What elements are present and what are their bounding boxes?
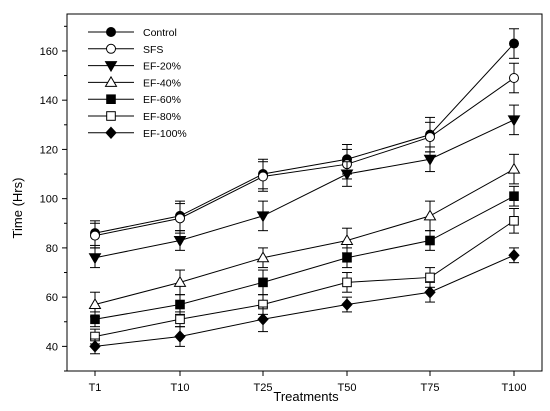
data-point (424, 285, 436, 299)
data-point (507, 162, 521, 174)
legend-label: EF-20% (143, 61, 181, 73)
legend-item: EF-60% (88, 94, 181, 106)
series-ef-20 (88, 104, 521, 269)
series-line (94, 254, 515, 347)
data-point (258, 277, 268, 288)
data-point (341, 298, 353, 311)
data-point (89, 340, 101, 353)
data-point (425, 132, 435, 143)
legend-item: EF-20% (88, 61, 181, 73)
data-point (342, 277, 352, 288)
data-point (340, 169, 354, 181)
x-tick-label: T25 (254, 382, 273, 394)
series-sfs (90, 62, 519, 249)
legend-label: EF-40% (143, 77, 181, 89)
y-tick-label: 120 (40, 144, 58, 156)
legend-marker (104, 61, 118, 73)
x-tick-label: T75 (421, 382, 440, 394)
y-tick-label: 60 (46, 292, 58, 304)
data-point (425, 272, 435, 283)
y-axis-label: Time (Hrs) (10, 178, 25, 239)
legend-marker (106, 27, 116, 37)
data-point (423, 209, 437, 221)
x-tick-label: T10 (171, 382, 190, 394)
data-point (90, 314, 100, 325)
data-point (256, 251, 270, 263)
data-point (174, 330, 186, 343)
series-layer (88, 28, 521, 355)
series-ef-60 (90, 185, 519, 328)
series-ef-100 (89, 247, 520, 355)
x-tick-label: T1 (89, 382, 102, 394)
legend-label: Control (143, 27, 177, 39)
data-point (175, 314, 185, 325)
data-point (507, 115, 521, 127)
plot-frame (66, 13, 543, 372)
data-point (508, 249, 520, 262)
y-tick-label: 80 (46, 243, 58, 255)
legend-label: EF-100% (143, 128, 187, 140)
y-tick-label: 160 (40, 46, 58, 58)
legend-item: EF-80% (88, 111, 181, 123)
series-line (94, 168, 515, 306)
legend-item: EF-40% (88, 75, 181, 89)
legend-marker (106, 94, 116, 105)
data-point (173, 275, 187, 287)
data-point (342, 252, 352, 263)
series-ef-80 (90, 208, 519, 345)
data-point (509, 73, 519, 84)
legend-marker (104, 75, 118, 87)
data-point (425, 235, 435, 246)
data-point (509, 38, 519, 49)
data-point (509, 191, 519, 201)
series-line (94, 119, 515, 259)
data-point (257, 313, 269, 326)
y-tick-label: 100 (40, 194, 58, 206)
series-line (94, 43, 515, 234)
x-tick-label: T100 (501, 382, 526, 394)
legend-marker (106, 111, 116, 121)
x-axis-label: Treatments (273, 389, 339, 404)
legend-item: SFS (88, 43, 163, 56)
series-line (94, 195, 515, 320)
data-point (90, 230, 100, 241)
data-point (173, 236, 187, 248)
series-ef-40 (88, 153, 521, 318)
data-point (340, 234, 354, 246)
legend-marker (105, 126, 117, 140)
legend: Control SFS EF-20% EF-40% EF-60% EF-80% EF-100… (88, 27, 187, 140)
data-point (175, 299, 185, 310)
data-point (423, 154, 437, 166)
series-line (94, 77, 515, 237)
legend-label: EF-80% (143, 111, 181, 123)
legend-label: SFS (143, 44, 163, 56)
data-point (88, 253, 102, 265)
data-point (256, 211, 270, 223)
data-point (88, 298, 102, 310)
legend-item: Control (88, 27, 177, 39)
axes: 40 60 80 100 120 140 160 T1 T10 T25 T50 T75 T100 (40, 13, 543, 394)
x-tick-label: T50 (338, 382, 357, 394)
legend-label: EF-60% (143, 94, 181, 106)
data-point (258, 171, 268, 182)
y-tick-label: 40 (46, 341, 58, 353)
data-point (175, 213, 185, 224)
series-line (94, 220, 515, 338)
legend-marker (106, 43, 116, 54)
data-point (509, 216, 519, 226)
y-tick-label: 140 (40, 95, 58, 107)
legend-item: EF-100% (88, 126, 187, 140)
